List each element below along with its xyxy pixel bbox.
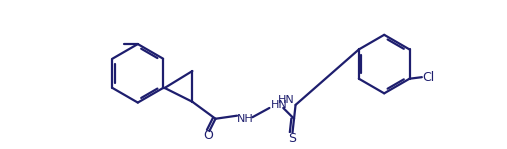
Text: O: O — [203, 129, 213, 142]
Text: NH: NH — [236, 114, 253, 124]
Text: HN: HN — [271, 100, 287, 110]
Text: HN: HN — [278, 95, 295, 105]
Text: S: S — [288, 132, 297, 145]
Text: Cl: Cl — [422, 71, 434, 84]
